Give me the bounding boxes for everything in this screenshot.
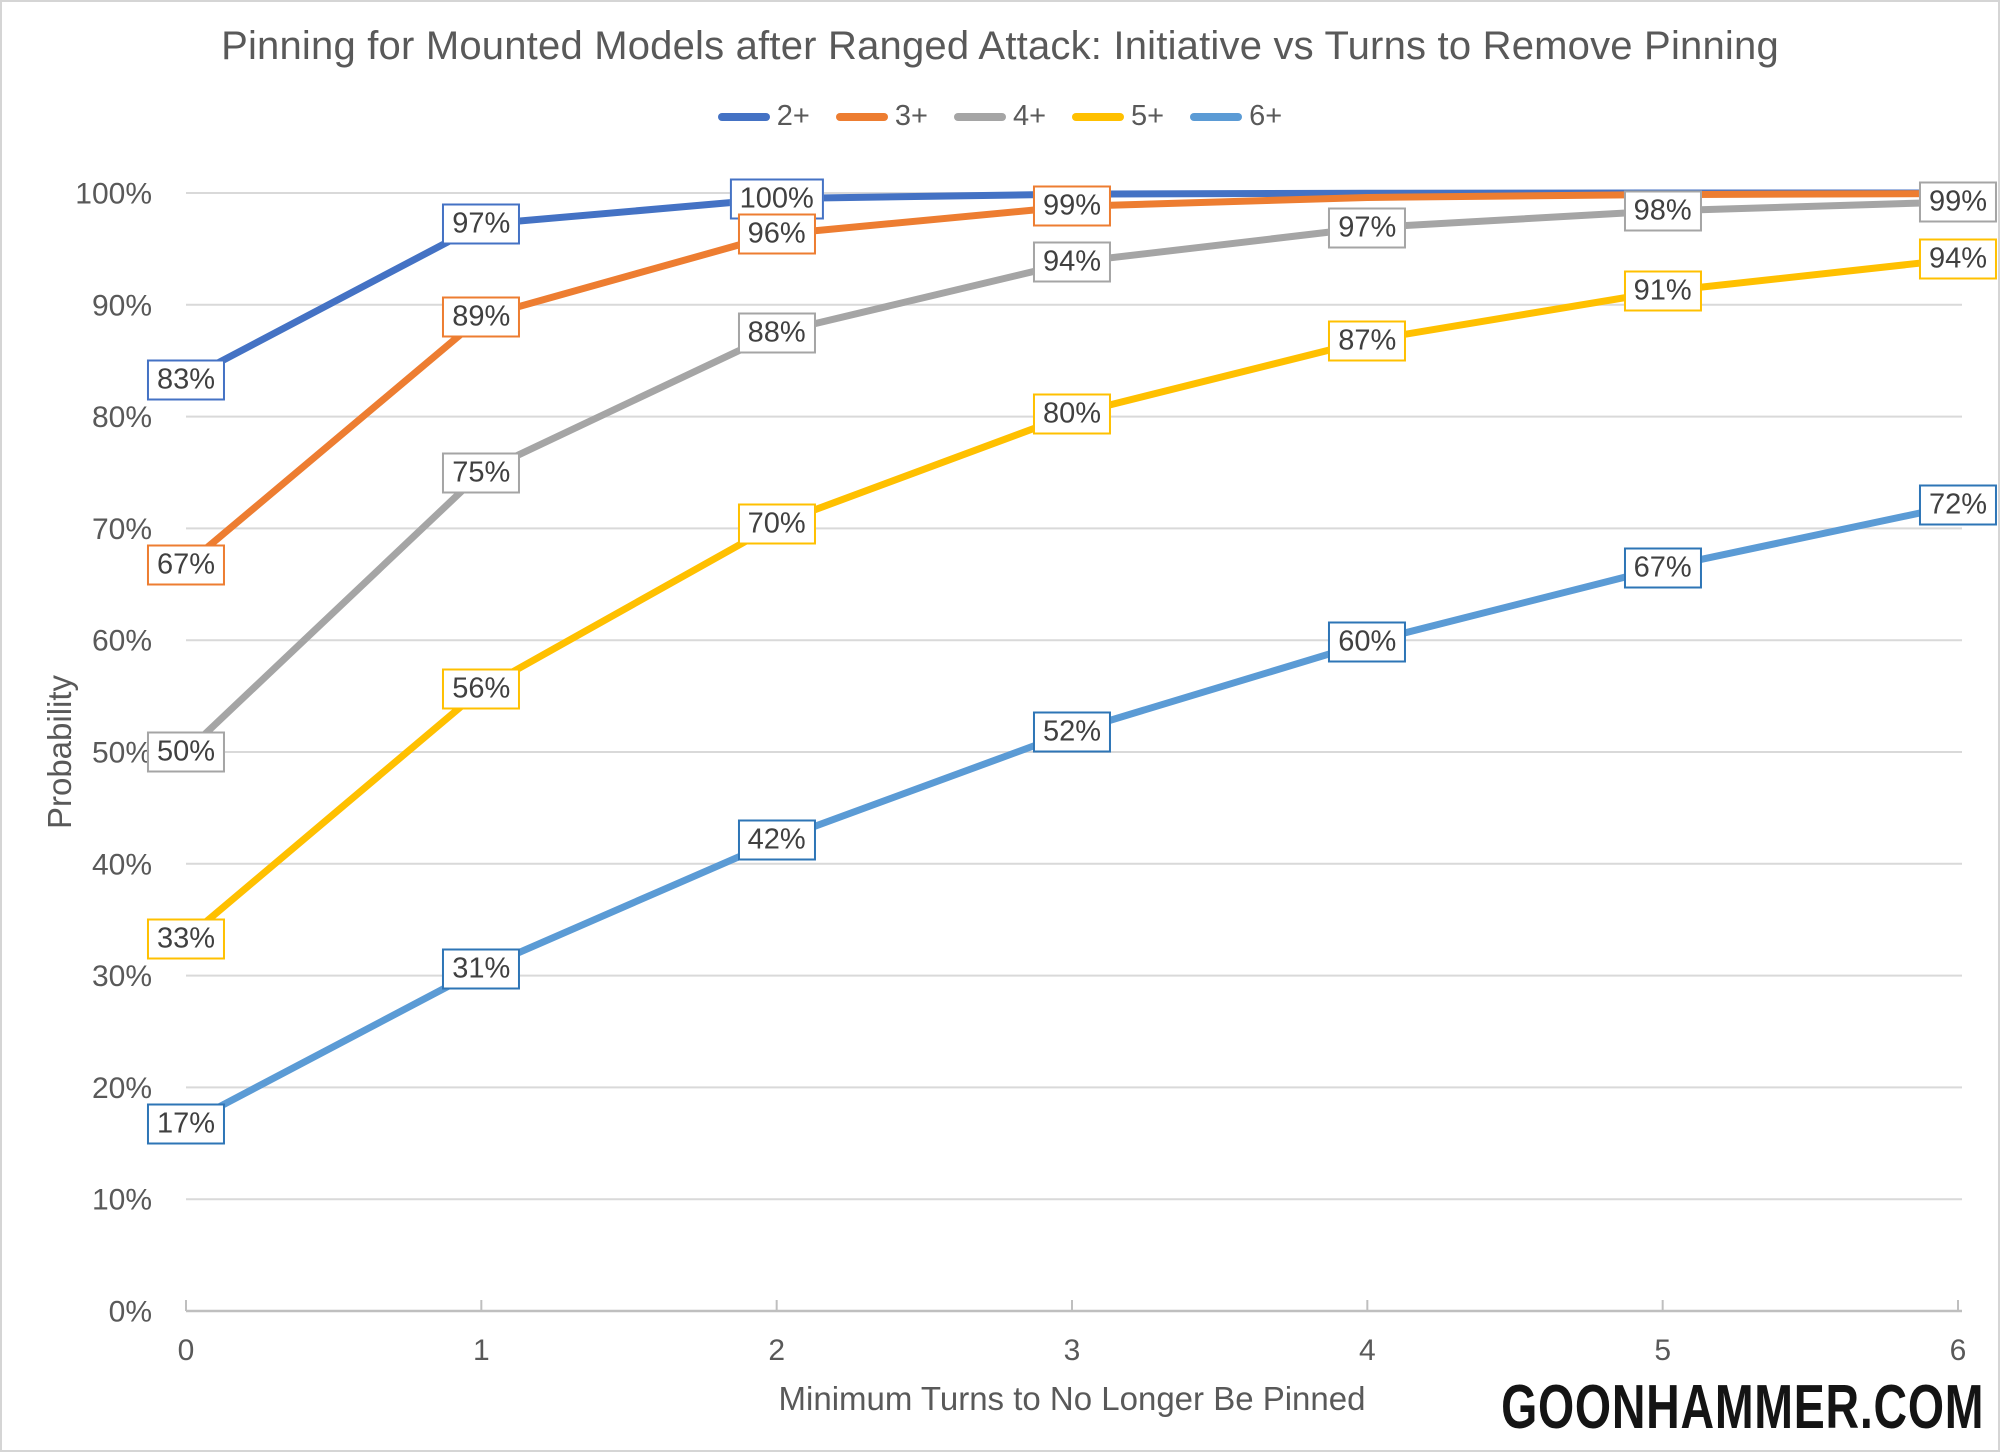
y-tick-label: 0% <box>109 1296 152 1329</box>
legend: 2+ 3+ 4+ 5+ 6+ <box>2 100 1998 133</box>
series-line-6plus <box>182 501 1962 1128</box>
x-tick-label: 4 <box>1359 1334 1376 1367</box>
legend-label: 3+ <box>894 100 928 132</box>
watermark: GOONHAMMER.COM <box>1500 1373 1984 1442</box>
x-tick-label: 6 <box>1950 1334 1967 1367</box>
y-tick-label: 20% <box>92 1072 152 1105</box>
y-tick-label: 100% <box>75 178 152 211</box>
y-tick-label: 80% <box>92 401 152 434</box>
x-tick-label: 5 <box>1654 1334 1671 1367</box>
legend-marker-icon <box>717 112 770 121</box>
legend-item-6plus: 6+ <box>1190 100 1282 133</box>
legend-marker-icon <box>835 112 888 121</box>
x-tick-label: 1 <box>473 1334 490 1367</box>
legend-item-4plus: 4+ <box>953 100 1047 133</box>
x-tick-label: 3 <box>1064 1334 1081 1367</box>
x-tick-label: 0 <box>178 1334 195 1367</box>
y-tick-label: 10% <box>92 1184 152 1217</box>
y-tick-label: 30% <box>92 960 152 993</box>
chart-title: Pinning for Mounted Models after Ranged … <box>221 24 1779 68</box>
legend-marker-icon <box>1190 112 1243 121</box>
series-line-5plus <box>182 255 1962 943</box>
y-tick-label: 90% <box>92 289 152 322</box>
x-tick-label: 2 <box>768 1334 785 1367</box>
series-line-4plus <box>182 198 1962 756</box>
legend-label: 6+ <box>1249 100 1283 132</box>
legend-marker-icon <box>953 112 1006 121</box>
y-tick-label: 40% <box>92 848 152 881</box>
legend-item-3plus: 3+ <box>835 100 928 133</box>
y-tick-label: 60% <box>92 625 152 658</box>
legend-item-5plus: 5+ <box>1072 100 1164 133</box>
legend-label: 5+ <box>1131 100 1165 132</box>
series-line-3plus <box>182 190 1962 569</box>
y-axis-title: Probability <box>41 674 78 830</box>
legend-marker-icon <box>1072 112 1125 121</box>
x-axis-title: Minimum Turns to No Longer Be Pinned <box>778 1380 1366 1417</box>
legend-item-2plus: 2+ <box>717 100 810 133</box>
y-tick-label: 50% <box>92 737 152 770</box>
legend-label: 2+ <box>776 100 810 132</box>
y-tick-label: 70% <box>92 513 152 546</box>
legend-label: 4+ <box>1012 100 1047 132</box>
